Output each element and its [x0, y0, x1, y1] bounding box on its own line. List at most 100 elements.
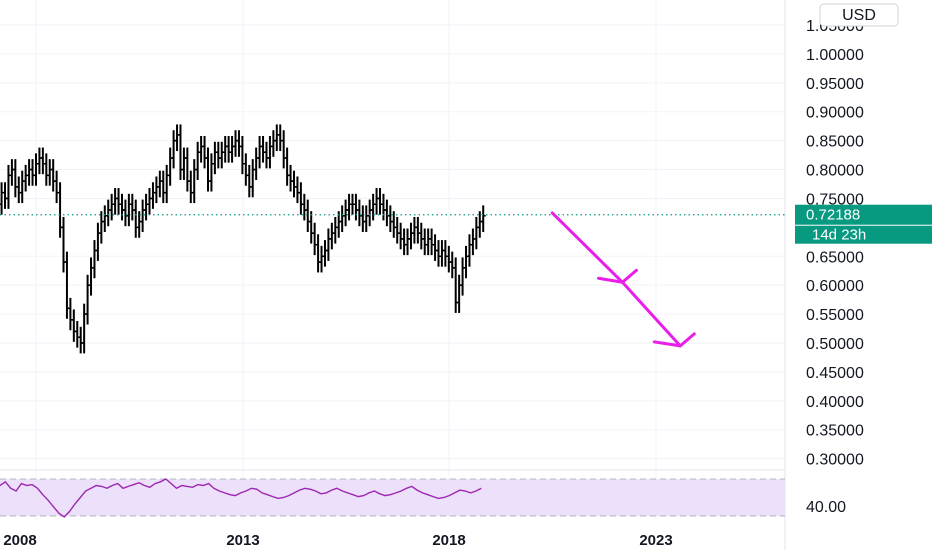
ohlc-bar	[208, 153, 214, 192]
ohlc-bar	[30, 159, 36, 186]
ohlc-bar	[81, 303, 87, 354]
ohlc-bar	[263, 141, 269, 169]
ohlc-bar	[57, 182, 63, 238]
ohlc-bar	[12, 159, 18, 198]
ohlc-bar	[460, 257, 466, 296]
ohlc-bar	[398, 222, 404, 250]
ohlc-bar	[222, 136, 228, 163]
ohlc-bar	[233, 130, 239, 157]
ohlc-bar	[360, 205, 366, 232]
y-tick-label: 0.85000	[806, 134, 864, 151]
ohlc-bar	[229, 136, 235, 163]
ohlc-bar	[157, 170, 163, 198]
ohlc-bar	[5, 164, 11, 209]
ohlc-bar	[456, 274, 462, 313]
ohlc-bar	[274, 124, 280, 152]
ohlc-bar	[284, 147, 290, 186]
ohlc-bar	[411, 216, 417, 244]
ohlc-bar	[346, 193, 352, 221]
ohlc-bar	[177, 124, 183, 180]
time-axis[interactable]: 2008 2013 2018 2023	[3, 532, 672, 549]
ohlc-bar	[332, 216, 338, 244]
ohlc-bar	[215, 141, 221, 169]
ohlc-bar	[322, 240, 328, 267]
ohlc-bar	[226, 136, 232, 163]
last-price-tag-bg	[795, 204, 932, 225]
price-scale[interactable]: 1.050001.000000.950000.900000.850000.800…	[806, 18, 864, 469]
last-price-value: 0.72188	[806, 207, 860, 224]
ohlc-bar	[277, 124, 283, 152]
ohlc-bar	[150, 182, 156, 209]
projection-segment	[550, 211, 624, 284]
y-tick-label: 0.50000	[806, 336, 864, 353]
x-tick-2013: 2013	[226, 532, 259, 549]
ohlc-bar	[78, 326, 84, 354]
ohlc-bar	[312, 222, 318, 256]
ohlc-bar	[2, 182, 8, 209]
ohlc-bar	[387, 205, 393, 232]
ohlc-bar	[308, 211, 314, 244]
vertical-gridlines	[35, 0, 657, 520]
ohlc-bar	[85, 274, 91, 325]
ohlc-bar	[140, 199, 146, 232]
ohlc-bar	[329, 222, 335, 250]
ohlc-bar	[23, 164, 29, 192]
ohlc-bar	[384, 199, 390, 227]
x-tick-2023: 2023	[639, 532, 672, 549]
indicator-scale-label: 40.00	[806, 499, 846, 516]
y-tick-label: 0.95000	[806, 76, 864, 93]
ohlc-bar	[394, 216, 400, 244]
ohlc-bar	[473, 216, 479, 250]
projection-segment	[620, 280, 682, 348]
countdown-tag-bg	[795, 225, 932, 244]
ohlc-bar	[239, 136, 245, 175]
horizontal-gridlines	[0, 24, 785, 460]
ohlc-bar	[102, 205, 108, 232]
ohlc-bar	[109, 193, 115, 221]
ohlc-bar	[9, 159, 15, 186]
x-tick-2008: 2008	[3, 532, 36, 549]
y-tick-label: 0.55000	[806, 307, 864, 324]
ohlc-bar	[198, 136, 204, 163]
ohlc-bar	[270, 130, 276, 157]
ohlc-bar	[291, 170, 297, 198]
ohlc-bar	[418, 222, 424, 250]
ohlc-bar	[260, 136, 266, 163]
ohlc-bar	[116, 188, 122, 215]
ohlc-bar	[0, 203, 1, 205]
ohlc-bar	[449, 251, 455, 279]
ohlc-bar	[119, 193, 125, 221]
ohlc-bar	[463, 245, 469, 279]
ohlc-bar	[422, 228, 428, 256]
countdown-value: 14d 23h	[812, 227, 866, 244]
ohlc-bar	[319, 245, 325, 273]
ohlc-bar	[470, 228, 476, 256]
ohlc-bar	[181, 147, 187, 180]
ohlc-bar	[401, 228, 407, 256]
currency-label: USD	[842, 7, 876, 24]
ohlc-bar	[167, 147, 173, 186]
y-tick-label: 0.90000	[806, 105, 864, 122]
ohlc-bar	[171, 130, 177, 169]
currency-badge[interactable]: USD	[819, 3, 899, 27]
ohlc-bar	[88, 257, 94, 296]
ohlc-bar	[377, 188, 383, 215]
ohlc-bar	[95, 222, 101, 261]
ohlc-bar	[301, 193, 307, 221]
ohlc-bar	[442, 240, 448, 267]
ohlc-bar	[105, 199, 111, 227]
ohlc-bar	[435, 240, 441, 267]
y-tick-label: 0.75000	[806, 191, 864, 208]
ohlc-bar	[250, 159, 256, 198]
ohlc-bar	[174, 124, 180, 152]
ohlc-bar	[47, 159, 53, 186]
ohlc-bar	[363, 205, 369, 232]
ohlc-bar	[98, 211, 104, 244]
ohlc-bar	[380, 193, 386, 221]
ohlc-bar	[429, 228, 435, 256]
x-tick-2018: 2018	[432, 532, 465, 549]
ohlc-bar	[439, 240, 445, 267]
projection-arrowhead	[596, 268, 638, 284]
projection-arrows[interactable]	[550, 211, 696, 348]
